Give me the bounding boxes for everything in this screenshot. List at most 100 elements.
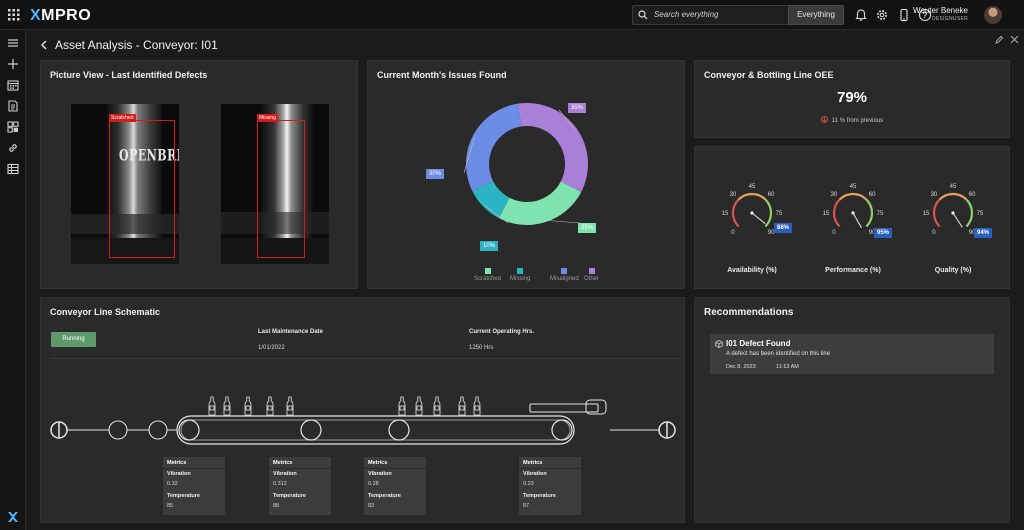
gauge-tick-label: 75 <box>877 211 884 217</box>
donut-slice-misaligned[interactable] <box>466 103 522 192</box>
donut-slice-other[interactable] <box>517 103 588 193</box>
idler-roller-1 <box>108 420 128 440</box>
schematic-card: Conveyor Line Schematic Running Last Mai… <box>40 297 685 523</box>
user-name[interactable]: Wouter Beneke <box>913 6 968 15</box>
metrics-title: Metrics <box>523 460 543 466</box>
top-bar: XMPRO Search everything Everything ? Wou… <box>0 0 1024 30</box>
gauge-tick-label: 75 <box>776 211 783 217</box>
calendar-icon[interactable] <box>7 79 19 91</box>
gear-icon[interactable] <box>875 8 889 22</box>
recommendation-time: 11:13 AM <box>776 364 799 370</box>
divider <box>51 358 679 359</box>
belt-roller-4 <box>551 419 573 441</box>
avatar[interactable] <box>984 6 1002 24</box>
gauge-needle <box>852 212 862 228</box>
back-icon[interactable] <box>40 40 48 50</box>
gauge-band-high <box>865 198 874 228</box>
legend-swatch <box>588 268 595 274</box>
recommendation-description: A defect has been identified on this lin… <box>726 351 831 357</box>
belt-roller-3 <box>388 419 410 441</box>
defect-image-missing[interactable]: Missing <box>221 104 329 264</box>
legend-item-misaligned[interactable]: Misaligned <box>550 268 579 282</box>
metrics-divider <box>269 468 331 469</box>
gauge-badge-quality: 94% <box>974 228 993 238</box>
xmpro-mark-icon[interactable] <box>7 511 19 523</box>
gauge-tick-label: 60 <box>869 192 876 198</box>
metrics-title: Metrics <box>368 460 388 466</box>
bottle-image-1 <box>71 104 179 264</box>
edit-icon[interactable] <box>994 35 1004 45</box>
gauge-tick-label: 90 <box>869 230 876 236</box>
defect-bounding-box <box>257 120 305 258</box>
conveyor-schematic <box>50 396 676 445</box>
mobile-icon[interactable] <box>897 8 911 22</box>
gauge-band-low <box>832 198 841 228</box>
dashboard-icon[interactable] <box>7 121 19 133</box>
oee-change-note: 11 % from previous <box>695 116 1009 124</box>
menu-icon[interactable] <box>7 37 19 49</box>
legend-label: Missing <box>510 276 531 282</box>
issues-donut-chart <box>463 103 588 225</box>
oee-change-text: 11 % from previous <box>831 118 884 124</box>
legend-item-scratched[interactable]: Scratched <box>474 268 501 282</box>
table-icon[interactable] <box>7 163 19 175</box>
xmpro-logo[interactable]: XMPRO <box>30 7 91 25</box>
metrics-title: Metrics <box>273 460 293 466</box>
issues-title: Current Month's Issues Found <box>377 70 507 80</box>
defect-tag-scratched: Scratched <box>109 114 136 122</box>
logo-text: MPRO <box>41 7 92 24</box>
legend-item-other[interactable]: Other <box>584 268 599 282</box>
recommendation-item[interactable]: I01 Defect Found A defect has been ident… <box>710 334 994 374</box>
search-input[interactable]: Search everything <box>632 5 788 25</box>
gauge-tick-label: 30 <box>730 192 737 198</box>
temperature-value: 85 <box>167 503 174 509</box>
gauge-band-mid <box>938 192 968 201</box>
belt-roller-1 <box>178 419 200 441</box>
recommendations-card: Recommendations I01 Defect Found A defec… <box>694 297 1010 523</box>
temperature-label: Temperature <box>523 493 556 499</box>
operating-hours-value: 1250 Hrs <box>469 345 494 351</box>
leader-line-other <box>558 109 576 130</box>
defect-image-scratched[interactable]: OPENBREW Scratched <box>71 104 179 264</box>
donut-slice-scratched[interactable] <box>498 181 582 225</box>
legend-item-missing[interactable]: Missing <box>510 268 530 282</box>
logo-x: X <box>30 7 42 24</box>
metrics-panel: Metrics Vibration 0.312 Temperature 88 <box>269 457 331 515</box>
maintenance-label: Last Maintenance Date <box>258 329 324 335</box>
gauge-hub <box>951 211 955 215</box>
bottle <box>433 396 441 416</box>
status-badge[interactable]: Running <box>51 332 96 347</box>
recommendation-title: I01 Defect Found <box>726 339 791 348</box>
gauge-tick-label: 15 <box>923 211 930 217</box>
donut-slice-missing[interactable] <box>472 181 510 219</box>
close-icon[interactable] <box>1010 35 1019 44</box>
search-scope-dropdown[interactable]: Everything <box>788 5 844 25</box>
bottle <box>286 396 294 416</box>
gauge-tick-label: 0 <box>932 230 936 236</box>
app-grid-icon[interactable] <box>8 9 20 21</box>
search-placeholder: Search everything <box>654 10 719 19</box>
temperature-label: Temperature <box>167 493 200 499</box>
metrics-divider <box>519 468 581 469</box>
link-icon[interactable] <box>7 142 19 154</box>
document-icon[interactable] <box>7 100 19 112</box>
defect-tag-missing: Missing <box>257 114 278 122</box>
conveyor-belt <box>176 415 575 445</box>
add-icon[interactable] <box>7 58 19 70</box>
gauge-band-high <box>764 198 773 228</box>
gauge-band-low <box>731 198 740 228</box>
bell-icon[interactable] <box>854 8 868 22</box>
help-icon[interactable]: ? <box>918 8 932 22</box>
cube-icon <box>715 340 723 348</box>
side-nav <box>0 30 26 530</box>
gauge-label-availability: Availability (%) <box>727 267 777 274</box>
page-title: Asset Analysis - Conveyor: I01 <box>55 38 218 52</box>
data-label-misaligned: 30% <box>426 169 445 179</box>
bottle <box>458 396 466 416</box>
picture-view-card: Picture View - Last Identified Defects O… <box>40 60 358 289</box>
gauge-label-quality: Quality (%) <box>934 267 972 274</box>
gauge-band-low <box>932 198 941 228</box>
gauge-tick-label: 60 <box>969 192 976 198</box>
vibration-label: Vibration <box>167 471 191 477</box>
metrics-panel: Metrics Vibration 0.32 Temperature 85 <box>163 457 225 515</box>
